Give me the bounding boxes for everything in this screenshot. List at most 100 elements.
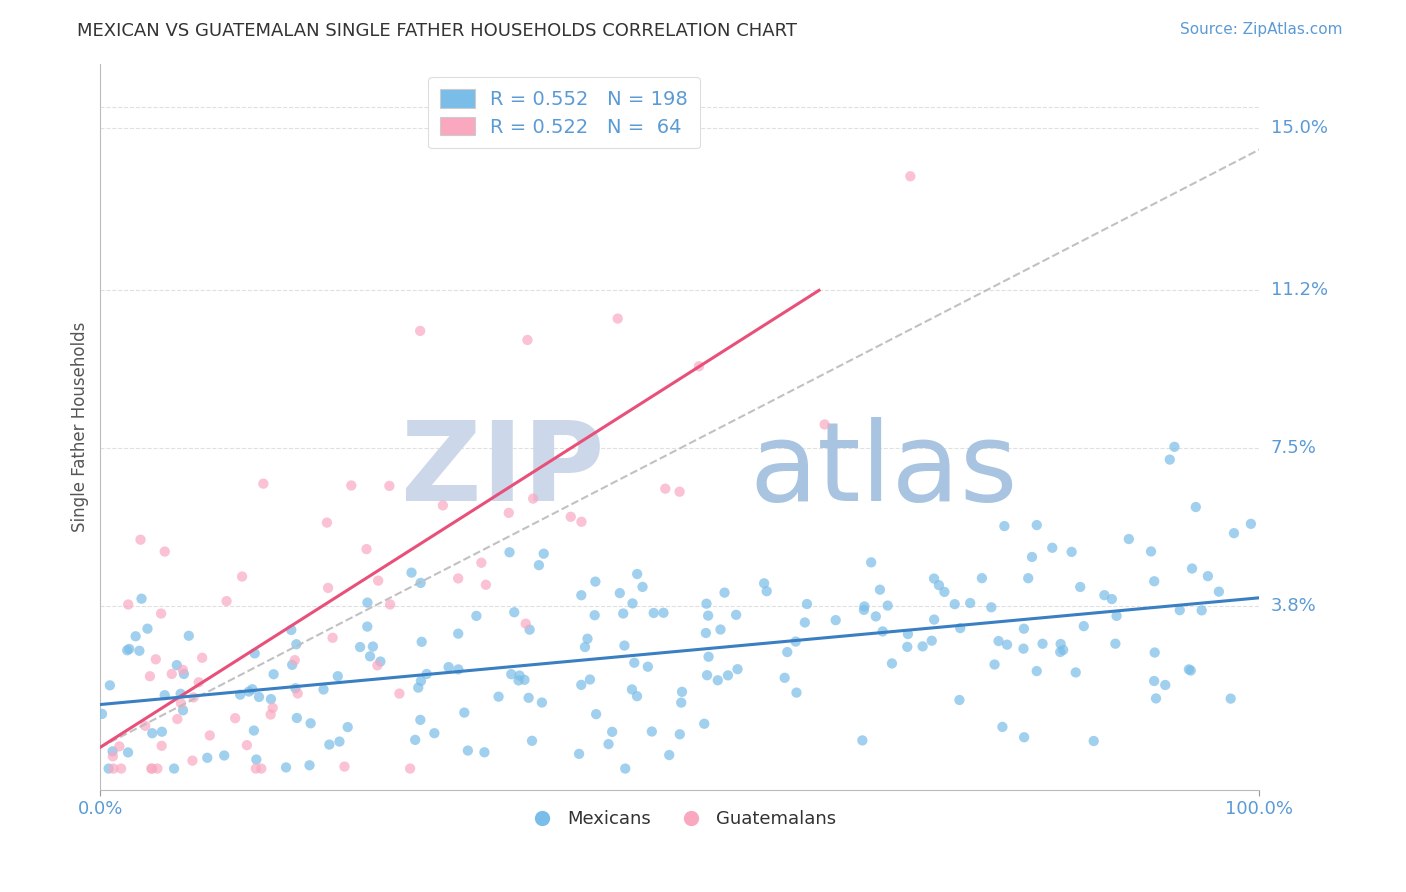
Point <box>621 596 644 610</box>
Point <box>1060 545 1083 559</box>
Point <box>671 685 693 699</box>
Point <box>1143 646 1166 660</box>
Point <box>1025 518 1047 533</box>
Point <box>579 673 602 687</box>
Point <box>583 574 606 589</box>
Point <box>896 640 918 654</box>
Text: 7.5%: 7.5% <box>1271 440 1316 458</box>
Point <box>513 673 536 687</box>
Point <box>1118 532 1140 546</box>
Point <box>869 582 891 597</box>
Point <box>626 567 648 582</box>
Point <box>1181 561 1204 575</box>
Point <box>949 621 972 635</box>
Point <box>131 591 153 606</box>
Point <box>793 615 815 630</box>
Point <box>1092 588 1115 602</box>
Point <box>169 687 191 701</box>
Point <box>340 478 363 492</box>
Point <box>709 623 731 637</box>
Point <box>1049 645 1071 659</box>
Point <box>245 752 267 766</box>
Point <box>725 607 748 622</box>
Point <box>1143 574 1166 589</box>
Point <box>598 737 620 751</box>
Point <box>860 555 883 569</box>
Point <box>212 748 235 763</box>
Point <box>274 760 297 774</box>
Point <box>643 606 665 620</box>
Point <box>1154 678 1177 692</box>
Point <box>322 631 344 645</box>
Point <box>560 509 582 524</box>
Point <box>465 608 488 623</box>
Point <box>571 515 593 529</box>
Text: 11.2%: 11.2% <box>1271 281 1327 300</box>
Point <box>103 762 125 776</box>
Point <box>631 580 654 594</box>
Point <box>970 571 993 585</box>
Point <box>399 762 422 776</box>
Point <box>447 626 470 640</box>
Point <box>814 417 837 432</box>
Point <box>934 585 956 599</box>
Point <box>250 762 273 776</box>
Point <box>406 681 429 695</box>
Point <box>696 668 718 682</box>
Point <box>623 656 645 670</box>
Point <box>333 759 356 773</box>
Point <box>508 668 530 682</box>
Point <box>488 690 510 704</box>
Point <box>150 739 173 753</box>
Point <box>1031 637 1053 651</box>
Point <box>1073 619 1095 633</box>
Point <box>166 712 188 726</box>
Point <box>285 711 308 725</box>
Point <box>697 649 720 664</box>
Point <box>922 613 945 627</box>
Point <box>693 716 716 731</box>
Point <box>959 596 981 610</box>
Point <box>1069 580 1091 594</box>
Point <box>1240 516 1263 531</box>
Point <box>688 359 710 374</box>
Point <box>1180 664 1202 678</box>
Point <box>652 606 675 620</box>
Point <box>231 569 253 583</box>
Text: 15.0%: 15.0% <box>1271 120 1327 137</box>
Point <box>612 607 634 621</box>
Point <box>626 689 648 703</box>
Point <box>470 556 492 570</box>
Point <box>187 675 209 690</box>
Point <box>415 667 437 681</box>
Text: MEXICAN VS GUATEMALAN SINGLE FATHER HOUSEHOLDS CORRELATION CHART: MEXICAN VS GUATEMALAN SINGLE FATHER HOUS… <box>77 22 797 40</box>
Point <box>191 650 214 665</box>
Point <box>284 653 307 667</box>
Point <box>150 607 173 621</box>
Point <box>668 727 690 741</box>
Point <box>533 547 555 561</box>
Point <box>583 608 606 623</box>
Point <box>1083 734 1105 748</box>
Y-axis label: Single Father Households: Single Father Households <box>72 322 89 533</box>
Point <box>361 640 384 654</box>
Point <box>1219 691 1241 706</box>
Point <box>658 747 681 762</box>
Point <box>195 751 218 765</box>
Point <box>1163 440 1185 454</box>
Point <box>118 641 141 656</box>
Point <box>785 634 807 648</box>
Text: 3.8%: 3.8% <box>1271 598 1316 615</box>
Point <box>776 645 799 659</box>
Point <box>356 596 378 610</box>
Point <box>328 734 350 748</box>
Point <box>520 734 543 748</box>
Point <box>215 594 238 608</box>
Point <box>796 597 818 611</box>
Legend: Mexicans, Guatemalans: Mexicans, Guatemalans <box>516 803 844 835</box>
Point <box>606 311 628 326</box>
Point <box>115 643 138 657</box>
Point <box>312 682 335 697</box>
Point <box>898 169 921 184</box>
Point <box>474 745 496 759</box>
